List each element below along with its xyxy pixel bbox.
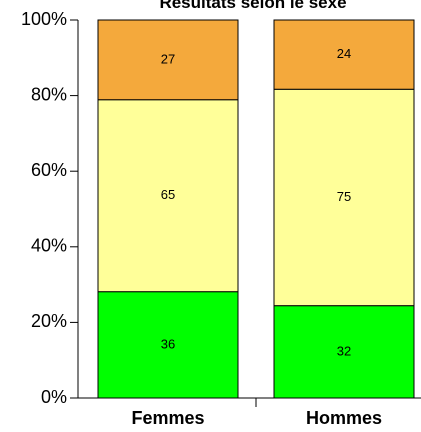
data-label: 36	[161, 336, 175, 351]
bars: 36 65 27 32 75 24	[97, 19, 415, 399]
data-label: 27	[161, 51, 175, 66]
y-tick-label: 100%	[21, 9, 67, 29]
bar-segment	[273, 305, 415, 399]
bar-segment	[97, 99, 239, 293]
y-tick-label: 80%	[31, 84, 67, 104]
chart-title: Résultats selon le sexe	[159, 0, 346, 12]
y-tick-label: 40%	[31, 236, 67, 256]
y-tick-label: 0%	[41, 387, 67, 407]
data-label: 75	[337, 189, 351, 204]
bar-segment	[97, 19, 239, 101]
x-category-label: Femmes	[131, 408, 204, 428]
y-tick-label: 20%	[31, 311, 67, 331]
data-label: 65	[161, 187, 175, 202]
y-tick-label: 60%	[31, 160, 67, 180]
data-label: 24	[337, 46, 351, 61]
data-label: 32	[337, 343, 351, 358]
bar-segment	[273, 88, 415, 307]
x-category-label: Hommes	[306, 408, 382, 428]
x-axis: Femmes Hommes	[78, 397, 421, 428]
y-axis: 0% 20% 40% 60% 80% 100%	[21, 9, 79, 407]
bar-segment	[273, 19, 415, 90]
